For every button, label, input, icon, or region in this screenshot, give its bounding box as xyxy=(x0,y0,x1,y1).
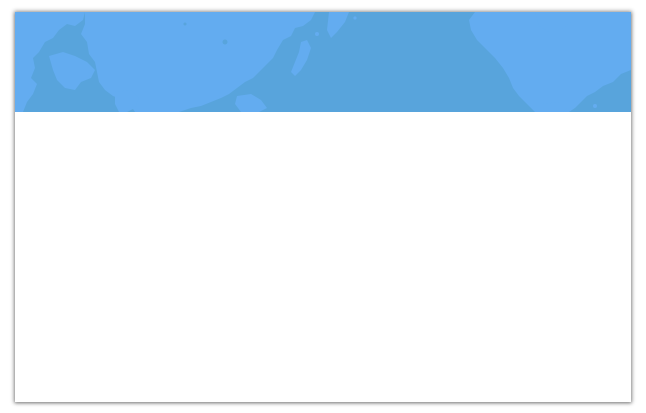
lake xyxy=(222,39,228,45)
dialog-card xyxy=(15,12,631,402)
landmass-north-america xyxy=(469,12,631,112)
landmass-europe-africa xyxy=(15,12,85,112)
landmass-kamchatka xyxy=(327,12,349,38)
island xyxy=(183,22,187,26)
landmass-japan xyxy=(291,40,311,76)
landmass-greenland xyxy=(535,12,575,32)
island xyxy=(315,32,319,36)
card-body xyxy=(15,112,631,402)
landmass-southeast-asia xyxy=(235,94,267,112)
landmass-india xyxy=(115,90,139,112)
landmass-middle-east xyxy=(49,52,95,90)
world-map-icon xyxy=(15,12,631,112)
map-banner xyxy=(15,12,631,112)
island xyxy=(593,104,597,108)
landmass-central-america xyxy=(543,102,567,112)
landmass-asia xyxy=(81,12,315,112)
island xyxy=(353,16,357,20)
